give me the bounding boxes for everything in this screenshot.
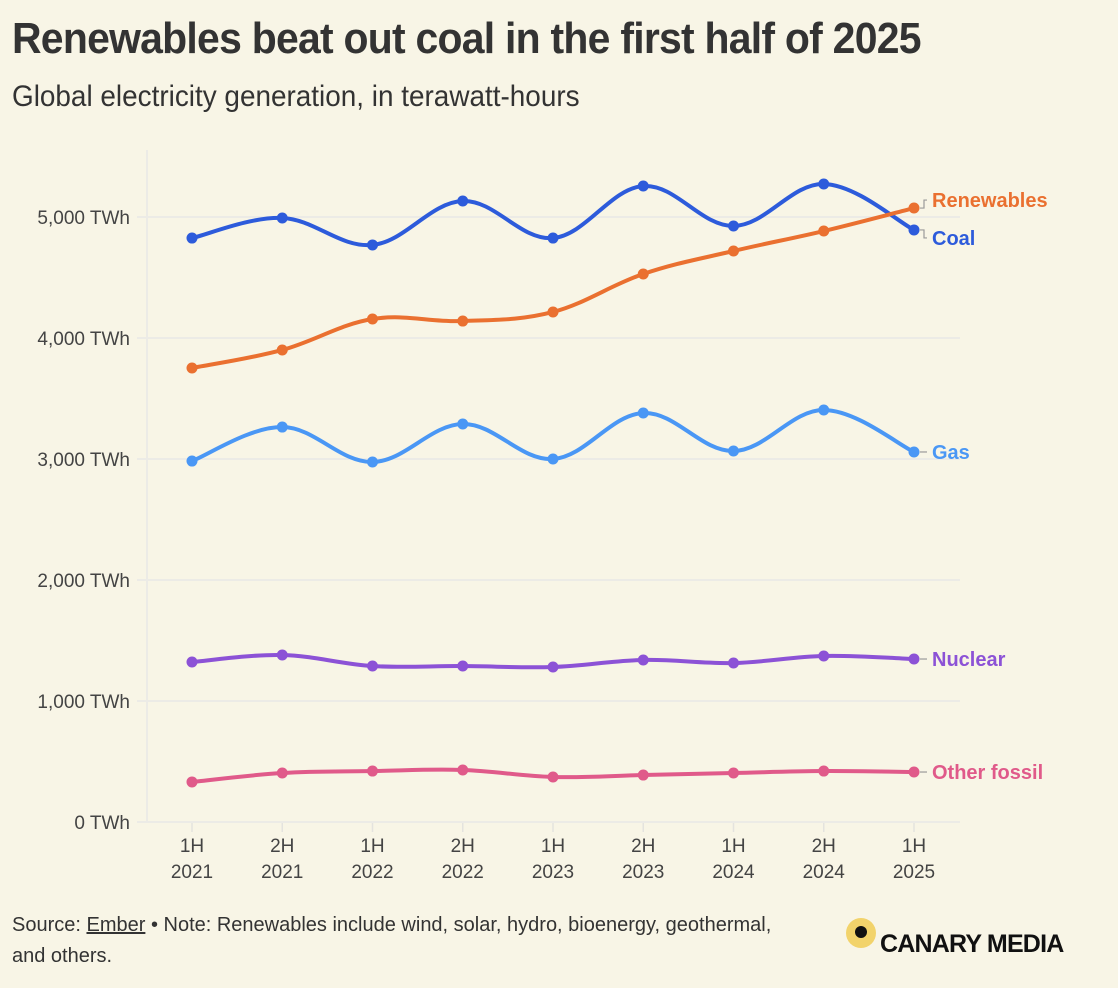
gridlines bbox=[137, 216, 960, 823]
canary-media-logo[interactable]: CANARY MEDIA bbox=[846, 918, 1108, 962]
data-point-renewables bbox=[367, 313, 378, 325]
canary-logo-icon bbox=[846, 918, 876, 948]
x-tick-label-half: 2H bbox=[270, 836, 294, 857]
x-tick-label-year: 2021 bbox=[261, 862, 303, 883]
data-point-other-fossil bbox=[457, 764, 469, 776]
y-tick-label: 1,000 TWh bbox=[37, 692, 130, 713]
data-point-other-fossil bbox=[728, 767, 739, 779]
data-point-nuclear bbox=[728, 657, 739, 669]
data-point-nuclear bbox=[186, 656, 198, 668]
data-point-nuclear bbox=[547, 661, 559, 673]
data-point-coal bbox=[457, 195, 469, 207]
data-point-gas bbox=[547, 453, 559, 465]
logo-text: CANARY MEDIA bbox=[880, 930, 1064, 958]
data-point-renewables bbox=[186, 362, 198, 374]
data-point-other-fossil bbox=[276, 767, 288, 779]
y-tick-label: 0 TWh bbox=[74, 813, 130, 834]
data-point-coal bbox=[637, 180, 649, 192]
x-tick-label-year: 2022 bbox=[351, 862, 393, 883]
data-point-nuclear bbox=[367, 660, 378, 672]
series-label-gas: Gas bbox=[932, 442, 970, 464]
series-lines bbox=[186, 178, 920, 788]
x-tick-label-year: 2024 bbox=[803, 862, 846, 883]
data-point-other-fossil bbox=[908, 766, 920, 778]
y-axis-ticks: 0 TWh 1,000 TWh 2,000 TWh 3,000 TWh 4,000 TW… bbox=[37, 208, 130, 834]
x-tick-label-half: 1H bbox=[180, 836, 204, 857]
series-labels: Coal Renewables Gas Nuclear Other fossil bbox=[920, 190, 1048, 784]
x-tick-label-half: 2H bbox=[812, 836, 836, 857]
series-nuclear bbox=[186, 649, 920, 673]
data-point-gas bbox=[728, 445, 739, 457]
data-point-renewables bbox=[818, 225, 830, 237]
footer-note: Source: Ember • Note: Renewables include… bbox=[12, 910, 802, 972]
series-gas bbox=[186, 404, 920, 468]
series-label-renewables: Renewables bbox=[932, 190, 1048, 212]
data-point-coal bbox=[547, 232, 559, 244]
series-coal bbox=[186, 178, 920, 251]
x-tick-label-half: 1H bbox=[902, 836, 926, 857]
data-point-coal bbox=[818, 178, 830, 190]
label-connector-renewables bbox=[920, 199, 927, 209]
x-tick-label-half: 1H bbox=[541, 836, 565, 857]
data-point-nuclear bbox=[908, 653, 920, 665]
x-tick-label-year: 2022 bbox=[442, 862, 484, 883]
data-point-nuclear bbox=[637, 654, 649, 666]
data-point-renewables bbox=[908, 202, 920, 214]
series-other-fossil bbox=[186, 764, 920, 788]
data-point-gas bbox=[908, 446, 920, 458]
series-label-other-fossil: Other fossil bbox=[932, 762, 1043, 784]
y-tick-label: 5,000 TWh bbox=[37, 208, 130, 229]
data-point-gas bbox=[637, 407, 649, 419]
data-point-other-fossil bbox=[818, 765, 830, 777]
series-label-coal: Coal bbox=[932, 228, 975, 250]
data-point-coal bbox=[186, 232, 198, 244]
data-point-coal bbox=[367, 239, 378, 251]
data-point-gas bbox=[186, 455, 198, 467]
series-line-renewables bbox=[190, 206, 916, 371]
chart-subtitle: Global electricity generation, in terawa… bbox=[12, 80, 580, 113]
chart-title: Renewables beat out coal in the first ha… bbox=[12, 14, 921, 63]
data-point-other-fossil bbox=[547, 771, 559, 783]
x-tick-label-year: 2024 bbox=[712, 862, 755, 883]
data-point-gas bbox=[457, 418, 469, 430]
data-point-nuclear bbox=[818, 650, 830, 662]
series-label-nuclear: Nuclear bbox=[932, 649, 1006, 671]
data-point-gas bbox=[818, 404, 830, 416]
x-tick-label-year: 2021 bbox=[171, 862, 213, 883]
y-tick-label: 4,000 TWh bbox=[37, 329, 130, 350]
source-prefix: Source: bbox=[12, 914, 87, 936]
data-point-other-fossil bbox=[186, 776, 198, 788]
x-tick-label-half: 1H bbox=[721, 836, 745, 857]
canary-logo-eye-icon bbox=[855, 926, 867, 938]
x-tick-label-year: 2023 bbox=[532, 862, 574, 883]
data-point-gas bbox=[367, 456, 378, 468]
series-renewables bbox=[186, 202, 920, 374]
x-tick-label-year: 2023 bbox=[622, 862, 664, 883]
label-connector-coal bbox=[920, 229, 927, 239]
data-point-renewables bbox=[547, 306, 559, 318]
data-point-coal bbox=[728, 220, 739, 232]
data-point-renewables bbox=[728, 245, 739, 257]
data-point-nuclear bbox=[457, 660, 469, 672]
x-tick-label-half: 1H bbox=[360, 836, 384, 857]
data-point-coal bbox=[908, 224, 920, 236]
x-tick-label-year: 2025 bbox=[893, 862, 935, 883]
data-point-renewables bbox=[276, 344, 288, 356]
data-point-other-fossil bbox=[637, 769, 649, 781]
x-axis-ticks: 1H 2021 2H 2021 1H 2022 2H 2022 1H 2023 2H 2023 1H 20… bbox=[171, 823, 935, 883]
data-point-coal bbox=[276, 212, 288, 224]
data-point-other-fossil bbox=[367, 765, 378, 777]
y-tick-label: 3,000 TWh bbox=[37, 450, 130, 471]
x-tick-label-half: 2H bbox=[451, 836, 475, 857]
data-point-renewables bbox=[457, 315, 469, 327]
data-point-nuclear bbox=[276, 649, 288, 661]
x-tick-label-half: 2H bbox=[631, 836, 655, 857]
line-chart: 0 TWh 1,000 TWh 2,000 TWh 3,000 TWh 4,000 TW… bbox=[37, 150, 1048, 883]
y-tick-label: 2,000 TWh bbox=[37, 571, 130, 592]
note-text: • Note: Renewables include wind, solar, … bbox=[12, 914, 772, 967]
source-link-ember[interactable]: Ember bbox=[86, 914, 146, 936]
data-point-renewables bbox=[637, 268, 649, 280]
data-point-gas bbox=[276, 421, 288, 433]
